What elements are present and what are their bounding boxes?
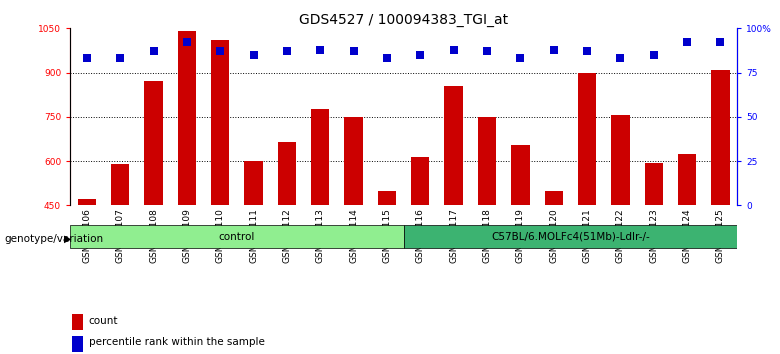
Point — [480, 48, 493, 54]
Point — [181, 40, 193, 45]
Point — [347, 48, 360, 54]
Bar — [311, 109, 329, 205]
Bar — [411, 156, 430, 205]
Text: C57BL/6.MOLFc4(51Mb)-Ldlr-/-: C57BL/6.MOLFc4(51Mb)-Ldlr-/- — [491, 232, 650, 242]
Text: genotype/variation: genotype/variation — [4, 234, 103, 244]
Point — [414, 52, 427, 58]
Point — [614, 56, 626, 61]
Bar — [78, 199, 96, 205]
Point — [548, 47, 560, 52]
Point — [647, 52, 660, 58]
Bar — [278, 142, 296, 205]
Bar — [403, 225, 737, 248]
Point — [214, 48, 226, 54]
Bar — [111, 164, 129, 205]
Bar — [445, 86, 463, 205]
Point — [381, 56, 393, 61]
Point — [281, 48, 293, 54]
Text: percentile rank within the sample: percentile rank within the sample — [89, 337, 264, 348]
Point — [514, 56, 526, 61]
Bar — [644, 162, 663, 205]
Bar — [72, 314, 83, 330]
Bar — [578, 73, 596, 205]
Point — [80, 56, 93, 61]
Text: ▶: ▶ — [64, 234, 72, 244]
Point — [247, 52, 260, 58]
Text: count: count — [89, 316, 119, 326]
Bar — [678, 154, 697, 205]
Point — [114, 56, 126, 61]
Bar — [612, 115, 629, 205]
Bar — [478, 117, 496, 205]
Bar — [345, 117, 363, 205]
Point — [147, 48, 160, 54]
Point — [681, 40, 693, 45]
Bar — [378, 190, 396, 205]
Bar — [211, 40, 229, 205]
Bar — [178, 31, 196, 205]
Bar — [70, 225, 403, 248]
Bar — [72, 336, 83, 352]
Point — [314, 47, 327, 52]
Bar — [711, 70, 729, 205]
Point — [714, 40, 727, 45]
Point — [581, 48, 594, 54]
Bar — [511, 145, 530, 205]
Bar — [544, 190, 563, 205]
Title: GDS4527 / 100094383_TGI_at: GDS4527 / 100094383_TGI_at — [299, 13, 509, 27]
Bar — [244, 161, 263, 205]
Bar — [144, 81, 163, 205]
Text: control: control — [218, 232, 255, 242]
Point — [448, 47, 460, 52]
